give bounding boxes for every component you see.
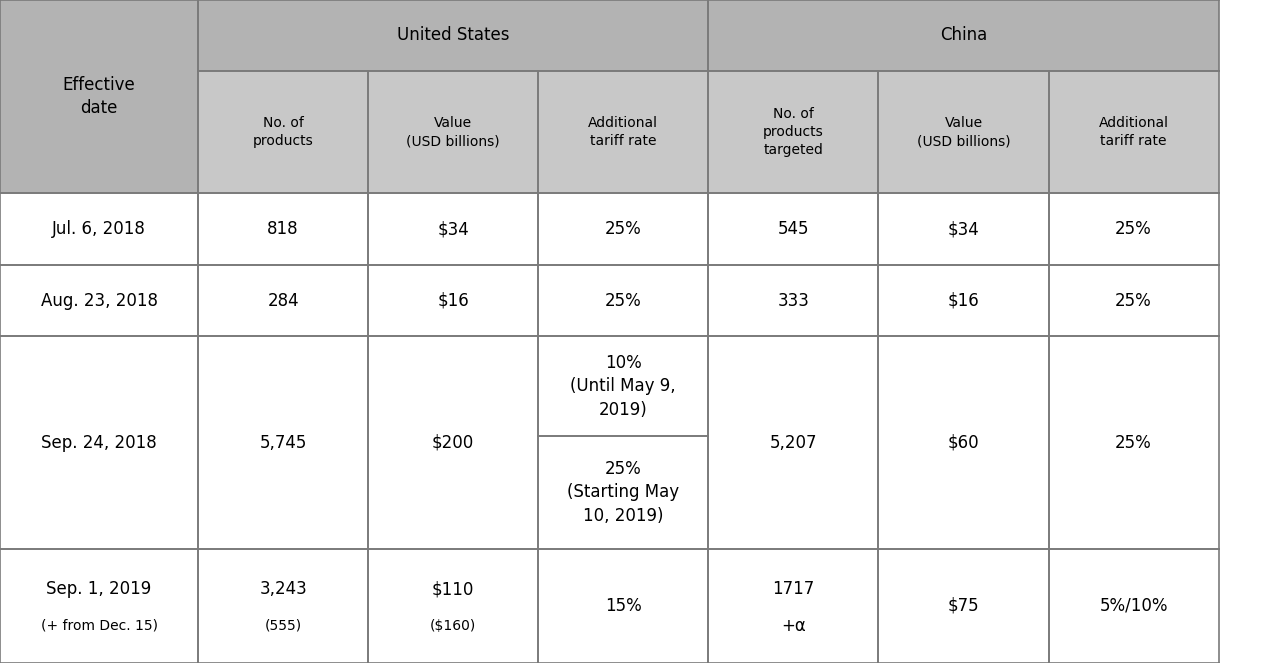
Text: 333: 333 (777, 292, 809, 310)
Text: Jul. 6, 2018: Jul. 6, 2018 (52, 220, 147, 238)
Text: (555): (555) (265, 619, 302, 633)
Bar (539, 71, 708, 194)
Text: 10%
(Until May 9,
2019): 10% (Until May 9, 2019) (571, 354, 676, 419)
Bar (708, 194, 879, 265)
Text: 25%: 25% (1115, 434, 1152, 452)
Text: $200: $200 (432, 434, 474, 452)
Text: 818: 818 (268, 220, 299, 238)
Bar (199, 71, 368, 194)
Bar (708, 71, 879, 194)
Text: 545: 545 (777, 220, 809, 238)
Text: $110: $110 (432, 580, 474, 598)
Bar (1049, 71, 1218, 194)
Text: Sep. 1, 2019: Sep. 1, 2019 (46, 580, 152, 598)
Text: +α: +α (781, 617, 805, 634)
Text: Sep. 24, 2018: Sep. 24, 2018 (41, 434, 157, 452)
Text: Value
(USD billions): Value (USD billions) (406, 116, 499, 148)
Text: 25%: 25% (605, 292, 642, 310)
Text: China: China (940, 27, 987, 44)
Bar (368, 194, 539, 265)
Bar (1049, 194, 1218, 265)
Text: $34: $34 (948, 220, 980, 238)
Bar (199, 549, 368, 663)
Bar (368, 71, 539, 194)
Bar (1049, 265, 1218, 337)
Bar (879, 194, 1049, 265)
Bar (539, 194, 708, 265)
Text: 25%: 25% (1115, 220, 1152, 238)
Text: No. of
products
targeted: No. of products targeted (763, 107, 824, 157)
Text: United States: United States (397, 27, 510, 44)
Bar (0, 337, 199, 549)
Bar (199, 337, 368, 549)
Text: 5,745: 5,745 (260, 434, 307, 452)
Bar (879, 549, 1049, 663)
Bar (708, 0, 1219, 71)
Bar (0, 265, 199, 337)
Bar (199, 265, 368, 337)
Text: 25%: 25% (605, 220, 642, 238)
Bar (708, 337, 879, 549)
Text: Additional
tariff rate: Additional tariff rate (589, 116, 659, 148)
Text: 5%/10%: 5%/10% (1099, 597, 1168, 615)
Text: $16: $16 (948, 292, 980, 310)
Bar (368, 549, 539, 663)
Bar (0, 549, 199, 663)
Bar (199, 0, 708, 71)
Bar (879, 337, 1049, 549)
Bar (1049, 549, 1218, 663)
Bar (199, 194, 368, 265)
Bar (539, 265, 708, 337)
Text: Value
(USD billions): Value (USD billions) (917, 116, 1010, 148)
Bar (0, 0, 199, 194)
Text: 3,243: 3,243 (260, 580, 307, 598)
Text: Additional
tariff rate: Additional tariff rate (1098, 116, 1168, 148)
Bar (708, 549, 879, 663)
Text: 5,207: 5,207 (769, 434, 817, 452)
Text: No. of
products: No. of products (252, 116, 313, 148)
Bar (368, 337, 539, 549)
Bar (708, 265, 879, 337)
Bar (368, 265, 539, 337)
Bar (1049, 337, 1218, 549)
Bar (539, 337, 708, 436)
Text: 25%
(Starting May
10, 2019): 25% (Starting May 10, 2019) (567, 460, 679, 525)
Text: 1717: 1717 (772, 580, 814, 598)
Text: Aug. 23, 2018: Aug. 23, 2018 (41, 292, 158, 310)
Text: 284: 284 (268, 292, 299, 310)
Bar (539, 549, 708, 663)
Bar (539, 436, 708, 549)
Text: ($160): ($160) (431, 619, 476, 633)
Text: $60: $60 (948, 434, 980, 452)
Text: 15%: 15% (605, 597, 642, 615)
Text: (+ from Dec. 15): (+ from Dec. 15) (41, 619, 158, 633)
Text: $16: $16 (437, 292, 469, 310)
Text: $75: $75 (948, 597, 980, 615)
Text: $34: $34 (437, 220, 469, 238)
Text: Effective
date: Effective date (62, 76, 135, 117)
Bar (0, 194, 199, 265)
Bar (879, 265, 1049, 337)
Text: 25%: 25% (1115, 292, 1152, 310)
Bar (879, 71, 1049, 194)
